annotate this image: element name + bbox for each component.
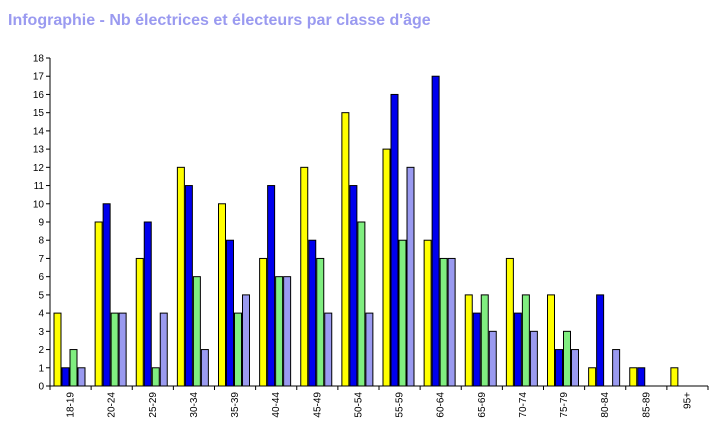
bar-70-74-s4 (529, 330, 538, 387)
y-tick-label-6: 6 (38, 272, 44, 283)
bar-75-79-s3 (563, 330, 571, 387)
bar-18-19-s1 (53, 312, 62, 387)
x-tick-label-30-34: 30-34 (189, 392, 200, 418)
bars-group (53, 75, 679, 387)
y-tick-label-17: 17 (33, 72, 45, 83)
bar-25-29-s2 (143, 221, 152, 387)
bar-75-79-s2 (555, 349, 563, 387)
bar-80-84-s4 (612, 349, 621, 387)
bar-75-79-s1 (547, 294, 555, 387)
y-tick-label-9: 9 (38, 218, 44, 229)
y-tick-label-8: 8 (38, 236, 44, 247)
x-tick-label-50-54: 50-54 (353, 392, 364, 418)
x-tick-label-85-89: 85-89 (641, 392, 652, 418)
y-tick-label-15: 15 (33, 108, 45, 119)
x-tick-label-65-69: 65-69 (477, 392, 488, 418)
bar-70-74-s2 (513, 312, 522, 387)
bar-18-19-s4 (77, 367, 86, 387)
y-tick-label-10: 10 (33, 199, 45, 210)
bar-30-34-s3 (192, 276, 201, 387)
bar-60-64-s4 (447, 257, 456, 387)
y-tick-label-4: 4 (38, 309, 44, 320)
bar-25-29-s4 (159, 312, 168, 387)
bar-45-49-s4 (324, 312, 333, 387)
bar-55-59-s1 (382, 148, 391, 387)
x-tick-label-25-29: 25-29 (148, 392, 159, 418)
x-tick-label-35-39: 35-39 (230, 392, 241, 418)
bar-20-24-s2 (102, 203, 111, 387)
x-axis-ticks: 18-19 20-24 25-29 30-34 35-39 40-44 45-49 50-54… (49, 386, 709, 418)
bar-65-69-s2 (472, 312, 481, 387)
bar-80-84-s1 (588, 367, 597, 387)
x-tick-label-95+: 95+ (682, 392, 693, 409)
bar-50-54-s1 (341, 112, 350, 387)
bar-75-79-s4 (571, 349, 579, 387)
y-tick-label-18: 18 (33, 54, 45, 65)
bar-20-24-s4 (118, 312, 127, 387)
bar-30-34-s4 (200, 349, 209, 387)
bar-50-54-s4 (365, 312, 374, 387)
y-tick-label-11: 11 (34, 181, 45, 192)
bar-60-64-s1 (423, 239, 432, 387)
x-tick-label-20-24: 20-24 (107, 392, 118, 418)
y-tick-label-3: 3 (38, 327, 44, 338)
y-tick-label-14: 14 (33, 126, 45, 137)
y-tick-label-1: 1 (38, 363, 44, 374)
bar-35-39-s1 (218, 203, 226, 387)
bar-18-19-s3 (69, 349, 78, 387)
bar-35-39-s2 (226, 239, 234, 387)
x-tick-label-45-49: 45-49 (312, 392, 323, 418)
bar-25-29-s1 (135, 257, 144, 387)
bar-55-59-s2 (390, 93, 399, 387)
bar-65-69-s4 (488, 330, 497, 387)
bar-20-24-s3 (110, 312, 119, 387)
bar-40-44-s3 (275, 276, 284, 387)
bar-45-49-s2 (308, 239, 317, 387)
bar-45-49-s3 (316, 257, 325, 387)
bar-70-74-s1 (505, 257, 514, 387)
y-tick-label-2: 2 (38, 345, 44, 356)
y-tick-label-0: 0 (38, 382, 44, 393)
bar-40-44-s1 (259, 257, 268, 387)
y-tick-label-7: 7 (38, 254, 44, 265)
bar-35-39-s4 (242, 294, 250, 387)
bar-40-44-s4 (283, 276, 292, 387)
bar-55-59-s3 (398, 239, 407, 387)
x-tick-label-55-59: 55-59 (395, 392, 406, 418)
y-tick-label-12: 12 (33, 163, 45, 174)
x-tick-label-40-44: 40-44 (271, 392, 282, 418)
bar-85-89-s2 (637, 367, 646, 387)
bar-30-34-s1 (176, 166, 185, 387)
bar-85-89-s1 (629, 367, 638, 387)
bar-35-39-s3 (234, 312, 242, 387)
bar-60-64-s2 (431, 75, 440, 387)
bar-18-19-s2 (61, 367, 70, 387)
y-tick-label-16: 16 (33, 90, 45, 101)
bar-50-54-s3 (357, 221, 366, 387)
y-tick-label-13: 13 (33, 145, 45, 156)
bar-50-54-s2 (349, 185, 358, 387)
bar-95+-s1 (670, 367, 679, 387)
bar-65-69-s3 (480, 294, 489, 387)
x-tick-label-18-19: 18-19 (66, 392, 77, 418)
chart-title: Infographie - Nb électrices et électeurs… (8, 12, 431, 29)
x-tick-label-70-74: 70-74 (518, 392, 529, 418)
bar-45-49-s1 (300, 166, 309, 387)
bar-40-44-s2 (267, 185, 276, 387)
bar-25-29-s3 (151, 367, 160, 387)
bar-65-69-s1 (464, 294, 473, 387)
x-tick-label-60-64: 60-64 (436, 392, 447, 418)
x-tick-label-75-79: 75-79 (559, 392, 570, 418)
y-tick-label-5: 5 (38, 290, 44, 301)
x-tick-label-80-84: 80-84 (600, 392, 611, 418)
bar-70-74-s3 (521, 294, 530, 387)
bar-20-24-s1 (94, 221, 103, 387)
bar-80-84-s2 (596, 294, 605, 387)
bar-30-34-s2 (184, 185, 193, 387)
bar-55-59-s4 (406, 166, 415, 387)
bar-60-64-s3 (439, 257, 448, 387)
